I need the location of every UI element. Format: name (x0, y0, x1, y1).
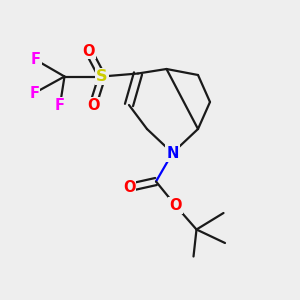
Text: F: F (29, 85, 40, 100)
Text: F: F (55, 98, 65, 112)
Text: O: O (82, 44, 95, 59)
Text: N: N (166, 146, 179, 160)
Text: O: O (169, 198, 182, 213)
Text: O: O (123, 180, 135, 195)
Text: S: S (96, 69, 108, 84)
Text: O: O (87, 98, 99, 112)
Text: F: F (31, 52, 41, 68)
